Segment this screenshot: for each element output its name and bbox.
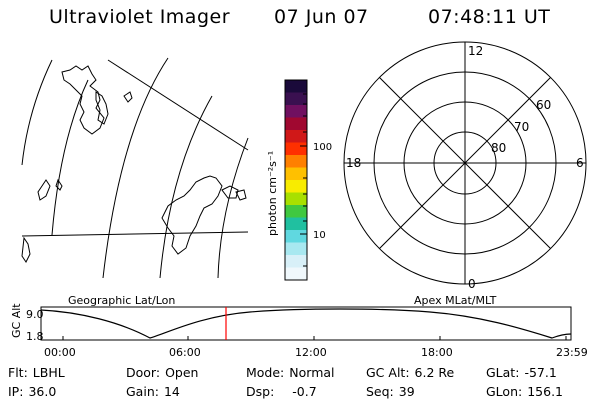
gcalt-value: 6.2 Re bbox=[414, 365, 455, 380]
glon-label: GLon: bbox=[486, 384, 523, 399]
colorbar-swatch bbox=[285, 80, 307, 93]
coastline bbox=[21, 65, 247, 263]
x-tick-2359: 23:59 bbox=[556, 346, 588, 359]
glat-value: -57.1 bbox=[524, 365, 557, 380]
x-tick-0000: 00:00 bbox=[44, 346, 76, 359]
geo-panel-label: Geographic Lat/Lon bbox=[68, 294, 175, 307]
mode-field: Mode: Normal bbox=[246, 365, 335, 380]
altitude-plot-frame bbox=[40, 306, 572, 341]
flt-field: Flt: LBHL bbox=[8, 365, 65, 380]
gain-label: Gain: bbox=[126, 384, 159, 399]
seq-label: Seq: bbox=[366, 384, 394, 399]
y-axis-label: GC Alt bbox=[10, 303, 23, 338]
door-field: Door: Open bbox=[126, 365, 198, 380]
polar-panel-label: Apex MLat/MLT bbox=[414, 294, 497, 307]
colorbar-swatch bbox=[285, 142, 307, 156]
meridian-lines bbox=[21, 59, 249, 237]
colorbar-ticks bbox=[300, 93, 307, 267]
y-tick-9: 9.0 bbox=[26, 308, 44, 321]
ip-field: IP: 36.0 bbox=[8, 384, 56, 399]
colorbar-unit-label: photon cm⁻²s⁻¹ bbox=[266, 151, 279, 236]
latitude-arcs bbox=[21, 57, 249, 279]
glon-value: 156.1 bbox=[527, 384, 564, 399]
polar-plot: 12 18 6 0 60 70 80 bbox=[343, 41, 587, 291]
time-label: 07:48:11 UT bbox=[428, 6, 551, 28]
colorbar-swatch bbox=[285, 230, 307, 243]
mlat-label-70: 70 bbox=[514, 120, 529, 134]
altitude-x-ticks bbox=[62, 336, 567, 340]
gcalt-label: GC Alt: bbox=[366, 365, 410, 380]
date-label: 07 Jun 07 bbox=[274, 6, 369, 28]
colorbar-swatch bbox=[285, 217, 307, 231]
ip-label: IP: bbox=[8, 384, 24, 399]
altitude-plot: Geographic Lat/Lon Apex MLat/MLT 9.0 1.8… bbox=[10, 294, 588, 359]
gain-field: Gain: 14 bbox=[126, 384, 180, 399]
mlt-label-12: 12 bbox=[468, 44, 483, 58]
mlat-label-80: 80 bbox=[491, 141, 506, 155]
colorbar-swatch bbox=[285, 167, 307, 181]
dsp-field: Dsp: -0.7 bbox=[246, 384, 317, 399]
glon-field: GLon: 156.1 bbox=[486, 384, 563, 399]
mode-label: Mode: bbox=[246, 365, 285, 380]
gain-value: 14 bbox=[163, 384, 180, 399]
glat-label: GLat: bbox=[486, 365, 520, 380]
dsp-label: Dsp: bbox=[246, 384, 275, 399]
polar-grid bbox=[343, 41, 587, 285]
x-tick-0600: 06:00 bbox=[169, 346, 201, 359]
colorbar-swatch bbox=[285, 130, 307, 143]
colorbar: 100 10 photon cm⁻²s⁻¹ bbox=[266, 79, 332, 281]
mode-value: Normal bbox=[289, 365, 335, 380]
mlat-label-60: 60 bbox=[536, 98, 551, 112]
mlt-label-0: 0 bbox=[468, 277, 476, 291]
mlt-label-6: 6 bbox=[576, 156, 584, 170]
colorbar-tick-100: 100 bbox=[313, 142, 332, 153]
colorbar-swatch bbox=[285, 105, 307, 118]
colorbar-swatch bbox=[285, 155, 307, 168]
gcalt-field: GC Alt: 6.2 Re bbox=[366, 365, 454, 380]
glat-field: GLat: -57.1 bbox=[486, 365, 557, 380]
colorbar-swatch bbox=[285, 267, 307, 281]
colorbar-swatch bbox=[285, 255, 307, 268]
dsp-value: -0.7 bbox=[292, 384, 317, 399]
colorbar-swatch bbox=[285, 192, 307, 206]
x-tick-1800: 18:00 bbox=[421, 346, 453, 359]
seq-field: Seq: 39 bbox=[366, 384, 415, 399]
colorbar-swatches bbox=[285, 80, 307, 281]
colorbar-swatch bbox=[285, 242, 307, 256]
colorbar-swatch bbox=[285, 180, 307, 193]
seq-value: 39 bbox=[398, 384, 415, 399]
door-value: Open bbox=[165, 365, 199, 380]
flt-value: LBHL bbox=[32, 365, 65, 380]
altitude-curve bbox=[40, 308, 572, 339]
colorbar-swatch bbox=[285, 205, 307, 218]
flt-label: Flt: bbox=[8, 365, 28, 380]
mlt-label-18: 18 bbox=[346, 156, 361, 170]
colorbar-tick-10: 10 bbox=[313, 230, 326, 241]
y-tick-1.8: 1.8 bbox=[26, 330, 44, 343]
colorbar-frame bbox=[284, 79, 308, 281]
door-label: Door: bbox=[126, 365, 161, 380]
app-title: Ultraviolet Imager bbox=[49, 6, 231, 28]
colorbar-swatch bbox=[285, 92, 307, 106]
ip-value: 36.0 bbox=[28, 384, 57, 399]
x-tick-1200: 12:00 bbox=[295, 346, 327, 359]
colorbar-swatch bbox=[285, 117, 307, 131]
